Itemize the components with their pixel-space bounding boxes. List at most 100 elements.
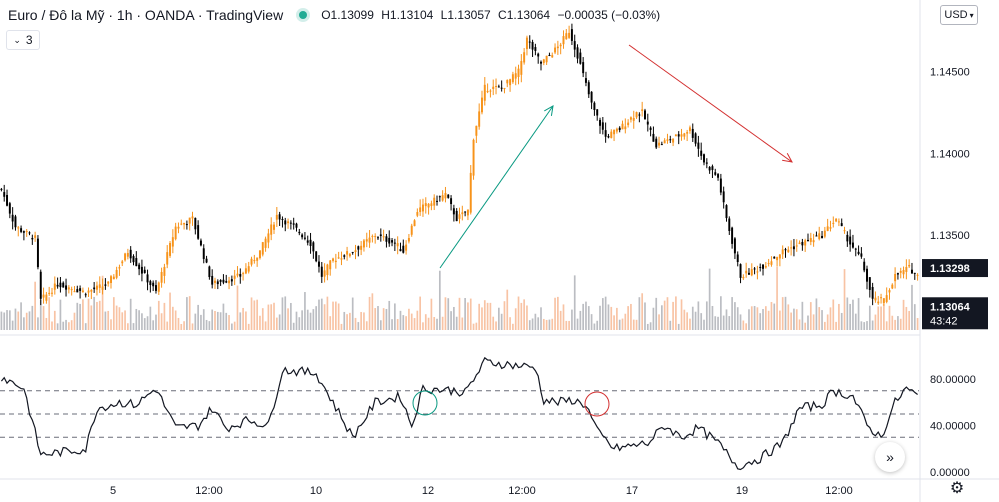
- volume-bar: [503, 301, 506, 330]
- volume-bar: [691, 306, 694, 330]
- candle-body: [295, 223, 298, 228]
- volume-bar: [186, 297, 188, 330]
- volume-bar: [514, 308, 517, 330]
- candle-body: [500, 87, 503, 89]
- volume-bar: [857, 298, 860, 330]
- candle-body: [146, 274, 149, 283]
- candle-body: [610, 131, 613, 138]
- candle-body: [230, 279, 233, 282]
- candle-body: [332, 258, 335, 261]
- uptrend-arrow: [439, 105, 554, 269]
- price-tick-label: 1.13500: [930, 230, 970, 242]
- candle-body: [759, 266, 762, 268]
- candle-body: [59, 282, 62, 288]
- candle-body: [736, 254, 739, 263]
- candle-body: [837, 221, 840, 223]
- candle-body: [357, 246, 360, 250]
- volume-bar: [34, 281, 36, 330]
- candle-body: [98, 284, 101, 288]
- candle-body: [593, 102, 596, 110]
- volume-bar: [152, 320, 155, 330]
- volume-bar: [450, 311, 452, 330]
- volume-bar: [379, 320, 382, 330]
- oscillator-tick-label: 80.00000: [930, 374, 976, 386]
- candle-body: [205, 258, 208, 263]
- time-tick-label: 12:00: [195, 485, 223, 497]
- volume-bar: [776, 266, 778, 330]
- volume-bar: [377, 306, 379, 330]
- volume-bar: [590, 314, 593, 330]
- candle-body: [719, 178, 722, 193]
- volume-bar: [31, 305, 34, 330]
- volume-bar: [23, 317, 25, 330]
- candle-body: [343, 255, 346, 257]
- downtrend-arrow-head: [782, 152, 793, 163]
- candle-body: [742, 276, 745, 279]
- volume-bar: [39, 299, 42, 330]
- gear-icon: ⚙: [949, 480, 965, 497]
- candle-body: [703, 154, 705, 163]
- symbol-title[interactable]: Euro / Đô la Mỹ · 1h · OANDA · TradingVi…: [8, 7, 284, 23]
- candle-body: [301, 234, 304, 238]
- volume-bar: [652, 307, 655, 330]
- volume-bar: [59, 299, 62, 330]
- currency-select[interactable]: USD ▾: [940, 5, 978, 25]
- candle-body: [244, 268, 247, 274]
- volume-bar: [863, 322, 866, 330]
- bullish-signal-circle: [412, 390, 438, 416]
- candle-body: [621, 123, 624, 130]
- settings-button[interactable]: ⚙: [947, 478, 967, 498]
- candle-body: [579, 52, 582, 64]
- volume-bar: [430, 298, 433, 330]
- volume-bar: [292, 322, 295, 330]
- volume-bar: [6, 310, 8, 330]
- candle-body: [658, 142, 661, 146]
- volume-bar: [53, 310, 56, 330]
- candle-body: [171, 237, 174, 247]
- volume-bar: [343, 311, 346, 330]
- candle-body: [599, 119, 602, 126]
- candle-body: [118, 267, 121, 269]
- candle-body: [124, 253, 127, 261]
- drawings-layer: [412, 44, 793, 417]
- candle-body: [306, 240, 309, 243]
- volume-bar: [360, 311, 362, 330]
- volume-bar: [512, 323, 514, 330]
- candle-body: [388, 237, 391, 244]
- candle-body: [469, 172, 472, 213]
- volume-bar: [562, 304, 565, 330]
- indicators-toggle-button[interactable]: ⌄ 3: [6, 30, 40, 50]
- volume-bar: [281, 297, 284, 330]
- candle-body: [590, 91, 593, 103]
- volume-bar: [127, 323, 129, 330]
- scroll-to-realtime-button[interactable]: »: [875, 442, 905, 472]
- candle-body: [511, 74, 514, 83]
- volume-bar: [891, 315, 894, 330]
- candle-body: [644, 110, 646, 120]
- volume-bar: [334, 301, 337, 330]
- volume-bar: [278, 314, 281, 330]
- volume-bar: [329, 316, 332, 330]
- candle-body: [298, 231, 301, 234]
- candle-body: [495, 86, 498, 88]
- volume-bar: [138, 310, 140, 330]
- volume-bar: [149, 306, 152, 330]
- volume-bar: [613, 315, 615, 330]
- volume-bar: [427, 317, 430, 330]
- candle-body: [691, 128, 694, 138]
- candle-body: [860, 253, 863, 257]
- volume-bar: [399, 310, 402, 330]
- volume-bar: [849, 303, 851, 330]
- change-value: −0.00035 (−0.03%): [557, 8, 661, 22]
- candle-body: [166, 252, 169, 265]
- volume-bar: [320, 298, 323, 330]
- volume-bar: [700, 313, 703, 330]
- volume-bar: [396, 319, 399, 330]
- volume-bar: [587, 306, 590, 330]
- candle-body: [436, 200, 439, 202]
- candle-body: [53, 283, 56, 290]
- volume-bar: [469, 298, 472, 330]
- candle-body: [391, 240, 394, 243]
- volume-bar: [860, 321, 863, 330]
